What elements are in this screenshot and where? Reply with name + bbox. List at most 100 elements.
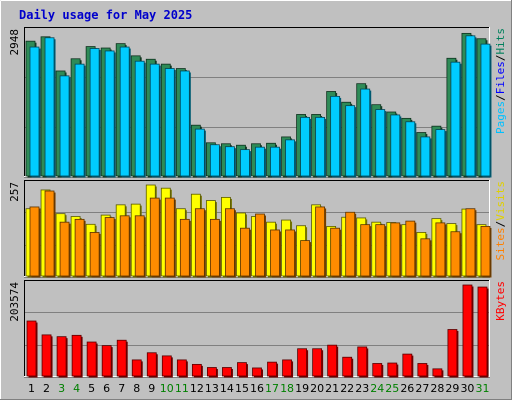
bar <box>255 147 264 176</box>
bar-files-day-4 <box>75 64 86 177</box>
x-tick-label-day-14: 14 <box>220 382 234 395</box>
x-tick-label-day-27: 27 <box>415 382 429 395</box>
bar-sites-day-2 <box>45 191 56 277</box>
bar-sites-day-21 <box>331 228 342 277</box>
bar-kbytes-day-8 <box>132 360 143 378</box>
x-tick-label-day-28: 28 <box>430 382 444 395</box>
bar <box>421 137 430 176</box>
bar <box>150 64 159 176</box>
bar-sites-day-23 <box>361 225 372 278</box>
bar-sites-day-3 <box>60 222 70 277</box>
bar <box>165 69 174 176</box>
bar <box>451 232 460 276</box>
bar-kbytes-day-16 <box>253 368 264 378</box>
bar-sites-day-5 <box>90 232 101 277</box>
bar <box>90 232 99 276</box>
bar <box>177 360 186 376</box>
bar <box>253 368 262 376</box>
legend-separator: / <box>494 94 507 101</box>
chart-title: Daily usage for May 2025 <box>19 8 192 22</box>
bar <box>102 346 111 376</box>
bar <box>195 209 204 276</box>
bar-files-day-24 <box>376 110 387 178</box>
bar-kbytes-day-13 <box>207 368 218 378</box>
x-tick-label-day-29: 29 <box>445 382 459 395</box>
bar <box>298 349 307 376</box>
bar-sites-day-30 <box>466 209 477 278</box>
x-tick-label-day-22: 22 <box>340 382 354 395</box>
bar <box>57 337 66 376</box>
y-axis-max-label: 203574 <box>8 282 21 322</box>
bar <box>90 49 99 176</box>
x-tick-label-day-26: 26 <box>400 382 414 395</box>
bar <box>192 364 201 376</box>
bar-kbytes-day-12 <box>192 364 203 377</box>
bar <box>180 71 189 176</box>
x-tick-label-day-17: 17 <box>265 382 279 395</box>
bar-sites-day-4 <box>75 219 86 277</box>
bar-sites-day-20 <box>316 207 327 278</box>
bar <box>463 285 472 376</box>
bar-files-day-25 <box>391 115 402 178</box>
legend-separator: / <box>494 55 507 62</box>
bar <box>45 191 54 276</box>
bar <box>388 363 397 376</box>
bar <box>30 207 39 276</box>
bar-files-day-17 <box>271 147 282 177</box>
bar <box>448 330 457 376</box>
bar-files-day-6 <box>105 51 116 178</box>
bar-sites-day-31 <box>481 226 492 277</box>
bar <box>466 209 475 276</box>
x-tick-label-day-4: 4 <box>73 382 80 395</box>
bar <box>331 228 340 276</box>
bar <box>451 62 460 176</box>
bar <box>286 140 295 176</box>
bar-kbytes-day-23 <box>358 347 369 378</box>
bar <box>376 225 385 276</box>
x-tick-label-day-31: 31 <box>475 382 489 395</box>
x-tick-label-day-6: 6 <box>103 382 110 395</box>
bar-kbytes-day-20 <box>313 349 324 378</box>
x-tick-label-day-13: 13 <box>205 382 219 395</box>
bar <box>207 368 216 376</box>
x-tick-label-day-11: 11 <box>175 382 189 395</box>
bar-files-day-11 <box>180 71 191 178</box>
bar <box>346 212 355 276</box>
bar-sites-day-13 <box>210 219 221 277</box>
bar-files-day-16 <box>255 147 265 177</box>
y-axis-max-label: 257 <box>8 182 21 202</box>
bar-files-day-27 <box>421 137 432 178</box>
bar <box>120 47 129 176</box>
bar-files-day-14 <box>225 147 236 178</box>
legend-item: Hits <box>494 28 507 55</box>
bar-kbytes-day-14 <box>222 368 233 378</box>
x-tick-label-day-24: 24 <box>370 382 384 395</box>
bar-kbytes-day-4 <box>72 335 83 377</box>
bar-kbytes-day-30 <box>463 285 474 378</box>
bar-files-day-13 <box>210 145 221 178</box>
bar-sites-day-17 <box>271 230 282 278</box>
legend-item: Files <box>494 61 507 94</box>
bar-kbytes-day-31 <box>478 287 489 377</box>
bar <box>45 38 54 176</box>
bar-kbytes-day-17 <box>268 362 279 377</box>
bar <box>286 230 295 276</box>
bar <box>117 340 126 376</box>
chart-panels: 2948Pages/Files/Hits257Sites/Visits20357… <box>8 27 507 378</box>
bar <box>132 360 141 376</box>
bar <box>433 369 442 376</box>
bar-sites-day-11 <box>180 219 191 277</box>
bar <box>436 130 445 176</box>
bar-kbytes-day-29 <box>448 330 459 378</box>
bar <box>403 354 412 376</box>
bar-sites-day-26 <box>406 221 417 277</box>
bar <box>105 218 114 276</box>
bar-sites-day-9 <box>150 198 161 277</box>
bar-sites-day-10 <box>165 198 176 277</box>
bar-kbytes-day-19 <box>298 349 309 378</box>
bar <box>135 216 144 276</box>
bar-sites-day-29 <box>451 232 462 278</box>
bar-files-day-1 <box>30 47 41 177</box>
